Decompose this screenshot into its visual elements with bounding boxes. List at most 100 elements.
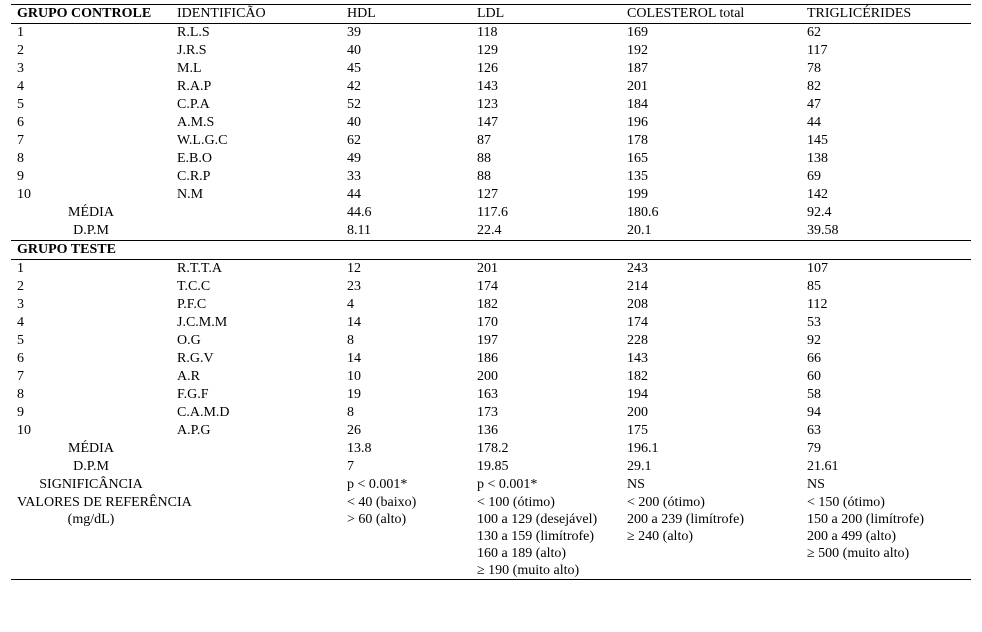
ref-row-4: 160 a 189 (alto)≥ 500 (muito alto) (11, 545, 971, 562)
cell-col: 182 (621, 368, 801, 386)
cell-trig: 117 (801, 42, 971, 60)
cell-trig: 92 (801, 332, 971, 350)
ref-row-2: (mg/dL)> 60 (alto)100 a 129 (desejável)2… (11, 511, 971, 528)
ref-trig: 150 a 200 (limítrofe) (801, 511, 971, 528)
table-row: 1R.L.S3911816962 (11, 24, 971, 43)
cell-trig: 112 (801, 296, 971, 314)
cell-trig: 62 (801, 24, 971, 43)
table-row: 7A.R1020018260 (11, 368, 971, 386)
significancia-row: SIGNIFICÂNCIAp < 0.001*p < 0.001*NSNS (11, 476, 971, 494)
media-row-teste: MÉDIA13.8178.2196.179 (11, 440, 971, 458)
cell-hdl: 44 (341, 186, 471, 204)
ref-label-2: (mg/dL) (11, 511, 171, 528)
header-identificacao: IDENTIFICÃO (171, 5, 341, 24)
row-id: C.R.P (171, 168, 341, 186)
cell-col: 192 (621, 42, 801, 60)
dpm-trig: 21.61 (801, 458, 971, 476)
table-row: 4J.C.M.M1417017453 (11, 314, 971, 332)
cell-trig: 142 (801, 186, 971, 204)
cell-hdl: 45 (341, 60, 471, 78)
header-colesterol: COLESTEROL total (621, 5, 801, 24)
table-row: 1R.T.T.A12201243107 (11, 260, 971, 279)
table-row: 3M.L4512618778 (11, 60, 971, 78)
row-id: R.G.V (171, 350, 341, 368)
row-num: 7 (11, 132, 171, 150)
cell-ldl: 170 (471, 314, 621, 332)
cell-col: 178 (621, 132, 801, 150)
ref-ldl: ≥ 190 (muito alto) (471, 562, 621, 580)
cell-col: 196 (621, 114, 801, 132)
row-num: 8 (11, 150, 171, 168)
cell-hdl: 19 (341, 386, 471, 404)
table-row: 10N.M44127199142 (11, 186, 971, 204)
cell-col: 165 (621, 150, 801, 168)
ref-hdl (341, 545, 471, 562)
header-row-teste: GRUPO TESTE (11, 241, 971, 260)
row-id: P.F.C (171, 296, 341, 314)
header-hdl: HDL (341, 5, 471, 24)
row-num: 5 (11, 96, 171, 114)
cell-trig: 63 (801, 422, 971, 440)
row-num: 10 (11, 422, 171, 440)
cell-ldl: 197 (471, 332, 621, 350)
dpm-hdl: 8.11 (341, 222, 471, 241)
cell-hdl: 40 (341, 42, 471, 60)
header-ldl: LDL (471, 5, 621, 24)
cell-hdl: 10 (341, 368, 471, 386)
row-num: 8 (11, 386, 171, 404)
signif-trig: NS (801, 476, 971, 494)
cell-trig: 145 (801, 132, 971, 150)
cell-ldl: 88 (471, 168, 621, 186)
table-row: 10A.P.G2613617563 (11, 422, 971, 440)
cell-col: 208 (621, 296, 801, 314)
lipid-table: GRUPO CONTROLE IDENTIFICÃO HDL LDL COLES… (11, 4, 971, 580)
ref-label-1: VALORES DE REFERÊNCIA (11, 494, 171, 511)
ref-trig: < 150 (ótimo) (801, 494, 971, 511)
table-row: 9C.R.P338813569 (11, 168, 971, 186)
row-num: 5 (11, 332, 171, 350)
cell-hdl: 14 (341, 350, 471, 368)
cell-trig: 53 (801, 314, 971, 332)
cell-ldl: 201 (471, 260, 621, 279)
cell-ldl: 126 (471, 60, 621, 78)
cell-ldl: 87 (471, 132, 621, 150)
cell-col: 228 (621, 332, 801, 350)
media-label: MÉDIA (11, 204, 171, 222)
row-num: 3 (11, 296, 171, 314)
row-num: 9 (11, 404, 171, 422)
cell-hdl: 49 (341, 150, 471, 168)
ref-row-3: 130 a 159 (limítrofe)≥ 240 (alto)200 a 4… (11, 528, 971, 545)
row-id: E.B.O (171, 150, 341, 168)
row-num: 9 (11, 168, 171, 186)
ref-col: ≥ 240 (alto) (621, 528, 801, 545)
dpm-trig: 39.58 (801, 222, 971, 241)
table-row: 5O.G819722892 (11, 332, 971, 350)
row-num: 3 (11, 60, 171, 78)
cell-col: 194 (621, 386, 801, 404)
cell-trig: 69 (801, 168, 971, 186)
row-num: 4 (11, 78, 171, 96)
ref-trig (801, 562, 971, 580)
dpm-label: D.P.M (11, 222, 171, 241)
ref-trig: ≥ 500 (muito alto) (801, 545, 971, 562)
table-row: 2J.R.S40129192117 (11, 42, 971, 60)
media-col: 196.1 (621, 440, 801, 458)
row-id: J.C.M.M (171, 314, 341, 332)
row-num: 7 (11, 368, 171, 386)
cell-trig: 60 (801, 368, 971, 386)
cell-ldl: 173 (471, 404, 621, 422)
cell-hdl: 12 (341, 260, 471, 279)
row-id: A.M.S (171, 114, 341, 132)
table-row: 6R.G.V1418614366 (11, 350, 971, 368)
ref-row-1: VALORES DE REFERÊNCIA< 40 (baixo)< 100 (… (11, 494, 971, 511)
cell-ldl: 129 (471, 42, 621, 60)
ref-hdl: > 60 (alto) (341, 511, 471, 528)
cell-ldl: 88 (471, 150, 621, 168)
header-triglicerides: TRIGLICÉRIDES (801, 5, 971, 24)
header-grupo-controle: GRUPO CONTROLE (11, 5, 171, 24)
row-id: M.L (171, 60, 341, 78)
cell-hdl: 14 (341, 314, 471, 332)
dpm-ldl: 22.4 (471, 222, 621, 241)
row-id: A.P.G (171, 422, 341, 440)
cell-col: 200 (621, 404, 801, 422)
